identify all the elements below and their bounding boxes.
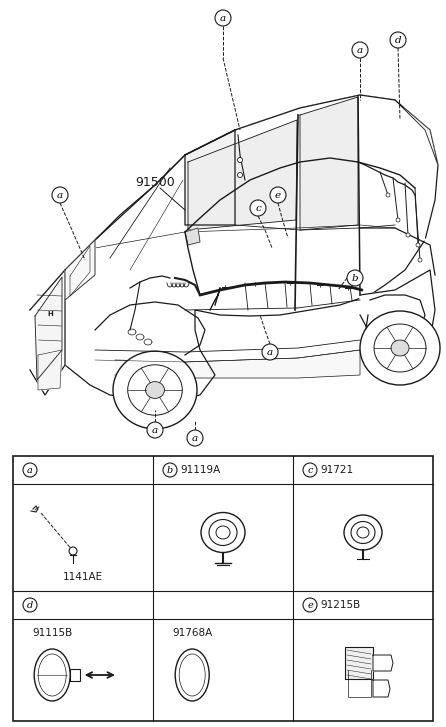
Polygon shape [65,240,95,300]
Circle shape [238,172,243,177]
Ellipse shape [351,521,375,544]
Ellipse shape [360,311,440,385]
Text: 91215B: 91215B [320,600,360,610]
Text: 91768A: 91768A [172,628,212,638]
Ellipse shape [145,382,165,398]
Text: d: d [395,36,401,45]
Polygon shape [30,270,65,395]
Circle shape [262,344,278,360]
Ellipse shape [34,649,70,701]
Text: d: d [27,601,33,610]
Text: b: b [167,466,173,475]
Ellipse shape [201,513,245,553]
Circle shape [147,422,163,438]
Ellipse shape [113,351,197,429]
Text: b: b [352,274,358,283]
Ellipse shape [357,527,369,538]
Circle shape [418,258,422,262]
Circle shape [303,463,317,477]
Polygon shape [365,295,425,345]
Text: a: a [192,434,198,443]
Circle shape [406,233,410,237]
Bar [13,456,433,721]
Polygon shape [235,95,395,130]
Text: 1141AE: 1141AE [63,572,103,582]
Text: a: a [220,14,226,23]
Circle shape [23,463,37,477]
Text: a: a [152,426,158,435]
Text: a: a [357,46,363,55]
Polygon shape [373,680,390,697]
Ellipse shape [175,649,209,701]
Circle shape [238,158,243,163]
Ellipse shape [216,526,230,539]
Circle shape [250,200,266,216]
Circle shape [187,430,203,446]
Circle shape [386,193,390,197]
Polygon shape [35,277,62,380]
Circle shape [416,243,420,247]
Ellipse shape [344,515,382,550]
Polygon shape [373,655,393,671]
Bar [345,647,373,679]
Polygon shape [395,100,438,165]
Bar [70,669,80,681]
Circle shape [352,42,368,58]
Polygon shape [30,95,438,400]
Text: 91721: 91721 [320,465,353,475]
Text: a: a [267,348,273,357]
Text: a: a [57,191,63,200]
Circle shape [396,218,400,222]
Polygon shape [360,228,435,270]
Polygon shape [185,228,200,245]
Circle shape [215,10,231,26]
Circle shape [347,270,363,286]
Circle shape [270,187,286,203]
Circle shape [23,598,37,612]
Text: e: e [275,191,281,200]
Circle shape [163,463,177,477]
Text: e: e [307,601,313,610]
Polygon shape [185,130,235,225]
Ellipse shape [209,520,237,545]
Ellipse shape [391,340,409,356]
Text: 91115B: 91115B [32,628,72,638]
Text: c: c [307,466,313,475]
Circle shape [69,547,77,555]
Polygon shape [115,350,360,378]
Text: 91500: 91500 [135,177,175,190]
Text: 91119A: 91119A [180,465,220,475]
Circle shape [303,598,317,612]
Polygon shape [300,97,358,230]
Polygon shape [188,120,297,230]
Polygon shape [360,270,435,352]
Text: a: a [27,466,33,475]
Polygon shape [38,350,62,390]
Text: c: c [255,204,261,213]
Text: H: H [47,311,53,317]
Circle shape [390,32,406,48]
Circle shape [52,187,68,203]
